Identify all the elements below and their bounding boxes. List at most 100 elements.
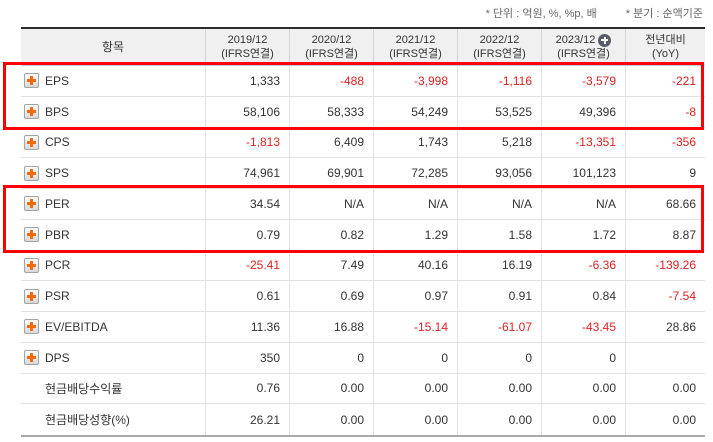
table-row: PSR 0.61 0.69 0.97 0.91 0.84 -7.54 (21, 281, 705, 312)
value-cell: 0.76 (205, 373, 289, 404)
row-label: PSR (45, 289, 70, 304)
value-cell: 6,409 (289, 127, 373, 158)
column-year-label: 2019/12 (228, 33, 268, 47)
column-basis-label: (IFRS연결) (221, 48, 274, 60)
column-basis-label: (IFRS연결) (557, 48, 610, 60)
column-basis-label: (YoY) (651, 48, 680, 60)
value-cell: 0.69 (289, 281, 373, 311)
value-cell: N/A (541, 189, 625, 219)
table-notes: * 단위 : 억원, %, %p, 배 * 분기 : 순액기준 (486, 5, 703, 21)
value-cell: -7.54 (625, 281, 705, 311)
column-basis-label: (IFRS연결) (473, 48, 526, 60)
value-cell: 0.79 (205, 219, 289, 250)
year-column-header: 2022/12 (IFRS연결) (457, 29, 541, 65)
value-cell: 0.91 (457, 281, 541, 311)
row-label-cell: BPS (21, 97, 205, 127)
expand-plus-icon[interactable] (24, 104, 39, 120)
value-cell: -43.45 (541, 312, 625, 342)
column-year-text: 2023/12 (555, 34, 596, 46)
row-label-cell: 현금배당성향(%) (21, 404, 205, 435)
value-cell: -6.36 (541, 250, 625, 281)
row-label: EPS (45, 73, 70, 88)
column-year-text: 2020/12 (311, 34, 352, 46)
value-cell: 49,396 (541, 96, 625, 127)
add-column-plus-icon[interactable] (598, 33, 612, 47)
value-cell: 0.00 (289, 373, 373, 404)
column-year-text: 2021/12 (395, 34, 436, 46)
value-cell: 101,123 (541, 158, 625, 188)
table-header-row: 항목 2019/12 (IFRS연결) 2020/12 (IFRS연결) 2021/12… (21, 29, 705, 66)
column-year-label: 2020/12 (312, 33, 352, 47)
row-label: 현금배당성향(%) (45, 413, 130, 428)
value-cell: 350 (205, 342, 289, 373)
value-cell: 9 (625, 158, 705, 188)
value-cell: -8 (625, 96, 705, 127)
expand-plus-icon[interactable] (24, 350, 39, 366)
value-cell: 11.36 (205, 312, 289, 342)
row-label-cell: PER (21, 189, 205, 219)
value-cell: 40.16 (373, 250, 457, 281)
table-row: 현금배당수익률 0.76 0.00 0.00 0.00 0.00 0.00 (21, 373, 705, 405)
row-label: 현금배당수익률 (45, 381, 123, 396)
row-label-cell: EPS (21, 66, 205, 96)
value-cell: -25.41 (205, 250, 289, 281)
value-cell: 0.00 (457, 373, 541, 404)
row-label-cell: PBR (21, 220, 205, 250)
value-cell: -488 (289, 66, 373, 96)
value-cell: 1,743 (373, 127, 457, 158)
row-label-cell: 현금배당수익률 (21, 374, 205, 404)
value-cell: -3,579 (541, 66, 625, 96)
value-cell: 68.66 (625, 189, 705, 219)
column-year-text: 전년대비 (645, 34, 686, 46)
year-column-header: 전년대비 (YoY) (625, 29, 705, 65)
item-column-header: 항목 (101, 40, 125, 54)
value-cell: 0.82 (289, 219, 373, 250)
value-cell: 0.00 (457, 404, 541, 435)
value-cell: -1,116 (457, 66, 541, 96)
table-row: EPS 1,333 -488 -3,998 -1,116 -3,579 -221 (21, 66, 705, 97)
row-label-cell: DPS (21, 343, 205, 373)
value-cell: 0.00 (625, 373, 705, 404)
table-row: SPS 74,961 69,901 72,285 93,056 101,123 9 (21, 158, 705, 189)
expand-plus-icon[interactable] (24, 73, 39, 89)
value-cell: -61.07 (457, 312, 541, 342)
value-cell: N/A (373, 189, 457, 219)
row-label: SPS (45, 166, 70, 181)
expand-plus-icon[interactable] (24, 196, 39, 212)
value-cell: 1.58 (457, 219, 541, 250)
value-cell: 8.87 (625, 219, 705, 250)
value-cell: -13,351 (541, 127, 625, 158)
financial-metrics-table: 항목 2019/12 (IFRS연결) 2020/12 (IFRS연결) 2021/12… (21, 27, 705, 437)
column-basis-label: (IFRS연결) (305, 48, 358, 60)
value-cell: 93,056 (457, 158, 541, 188)
value-cell: -356 (625, 127, 705, 158)
expand-plus-icon[interactable] (24, 134, 39, 150)
value-cell: 5,218 (457, 127, 541, 158)
expand-plus-icon[interactable] (24, 319, 39, 335)
year-column-header: 2021/12 (IFRS연결) (373, 29, 457, 65)
expand-plus-icon[interactable] (24, 165, 39, 181)
value-cell: 54,249 (373, 96, 457, 127)
table-body: EPS 1,333 -488 -3,998 -1,116 -3,579 -221 BPS 58,… (21, 66, 705, 435)
value-cell: 26.21 (205, 404, 289, 435)
value-cell: 53,525 (457, 96, 541, 127)
column-year-text: 2022/12 (479, 34, 520, 46)
table-row: PBR 0.79 0.82 1.29 1.58 1.72 8.87 (21, 219, 705, 251)
expand-plus-icon[interactable] (24, 288, 39, 304)
table-row: 현금배당성향(%) 26.21 0.00 0.00 0.00 0.00 0.00 (21, 404, 705, 435)
value-cell: -1,813 (205, 127, 289, 158)
expand-plus-icon[interactable] (24, 257, 39, 273)
value-cell: 0 (373, 342, 457, 373)
value-cell: 0.00 (541, 373, 625, 404)
value-cell: 0.00 (373, 373, 457, 404)
value-cell: -221 (625, 66, 705, 96)
value-cell: 0.00 (289, 404, 373, 435)
column-year-label: 전년대비 (645, 33, 685, 47)
row-label: CPS (45, 135, 70, 150)
value-cell: -139.26 (625, 250, 705, 281)
value-cell: 0.97 (373, 281, 457, 311)
value-cell: 0.00 (373, 404, 457, 435)
column-basis-label: (IFRS연결) (389, 48, 442, 60)
expand-plus-icon[interactable] (24, 227, 39, 243)
value-cell: 0 (457, 342, 541, 373)
